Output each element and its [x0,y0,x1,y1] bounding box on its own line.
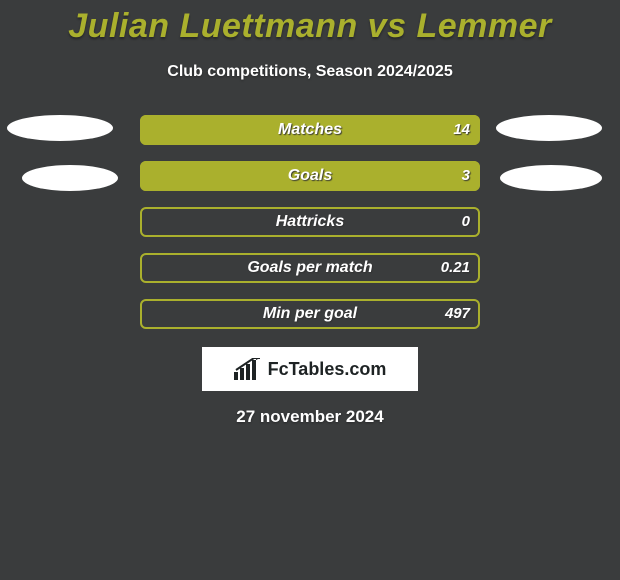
bar-value: 14 [453,115,470,145]
bar-value: 497 [445,299,470,329]
page-title: Julian Luettmann vs Lemmer [0,0,620,45]
stat-bar: Matches14 [140,115,480,145]
bar-label: Min per goal [140,299,480,329]
bar-label: Matches [140,115,480,145]
bar-label: Goals per match [140,253,480,283]
stat-bar: Goals3 [140,161,480,191]
stat-row: Matches14 [0,115,620,145]
stat-row: Min per goal497 [0,299,620,329]
subtitle: Club competitions, Season 2024/2025 [0,63,620,81]
stat-bar: Goals per match0.21 [140,253,480,283]
stat-row: Goals per match0.21 [0,253,620,283]
bar-label: Hattricks [140,207,480,237]
brand-box: FcTables.com [202,347,418,391]
bar-value: 0 [462,207,470,237]
brand-text: FcTables.com [268,359,387,380]
stat-bar: Min per goal497 [140,299,480,329]
bar-value: 0.21 [441,253,470,283]
stat-bar: Hattricks0 [140,207,480,237]
bar-value: 3 [462,161,470,191]
bars-layer: Matches14 Goals3 Hattricks0 Goals per match… [0,115,620,329]
bar-label: Goals [140,161,480,191]
stats-chart: Matches14 Goals3 Hattricks0 Goals per match… [0,115,620,329]
stat-row: Hattricks0 [0,207,620,237]
stat-row: Goals3 [0,161,620,191]
chart-icon [234,358,262,380]
date-text: 27 november 2024 [0,407,620,427]
